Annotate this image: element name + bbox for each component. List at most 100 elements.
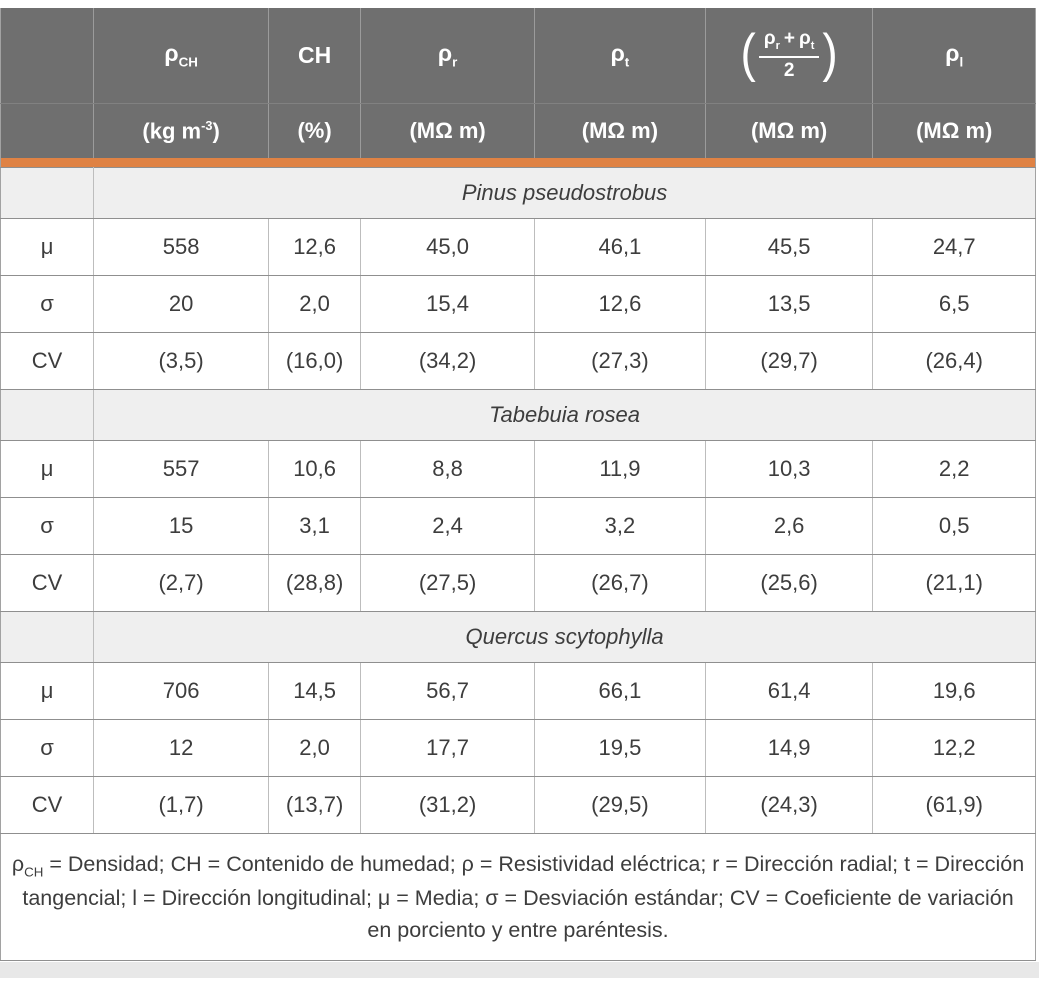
value-cell: 13,5 bbox=[704, 274, 874, 333]
value-cell: 46,1 bbox=[534, 217, 706, 276]
value-cell: 8,8 bbox=[360, 439, 536, 498]
symbol-rho: ρ bbox=[11, 851, 25, 876]
close-paren: ) bbox=[822, 23, 838, 83]
unit-kg-m3: (kg m-3) bbox=[93, 103, 270, 158]
unit-mohm-mean: (MΩ m) bbox=[704, 103, 874, 158]
value-cell: 66,1 bbox=[534, 661, 706, 720]
value-cell: (3,5) bbox=[93, 331, 270, 390]
fraction: ρr + ρt 2 bbox=[758, 27, 820, 82]
table-row: CV (3,5) (16,0) (34,2) (27,3) (29,7) (26,4) bbox=[0, 331, 1036, 390]
value-cell: 61,4 bbox=[704, 661, 874, 720]
unit-exponent: -3 bbox=[201, 117, 213, 133]
value-cell: (27,3) bbox=[534, 331, 706, 390]
footnote-text: = Densidad; CH = Contenido de humedad; ρ… bbox=[22, 851, 1025, 943]
col-header-ch: CH bbox=[268, 8, 362, 104]
value-cell: (29,5) bbox=[534, 775, 706, 834]
value-cell: (34,2) bbox=[360, 331, 536, 390]
symbol-ch: CH bbox=[297, 41, 332, 68]
value-cell: (25,6) bbox=[704, 553, 874, 612]
value-cell: 10,6 bbox=[268, 439, 362, 498]
col-header-rho-t: ρt bbox=[534, 8, 706, 104]
value-cell: 45,5 bbox=[704, 217, 874, 276]
value-cell: 2,0 bbox=[268, 718, 362, 777]
unit-text: (kg m bbox=[142, 117, 202, 143]
value-cell: 15 bbox=[93, 496, 270, 555]
header-units-row: (kg m-3) (%) (MΩ m) (MΩ m) (MΩ m) (MΩ m) bbox=[0, 103, 1036, 158]
value-cell: 11,9 bbox=[534, 439, 706, 498]
symbol-rho: ρ bbox=[798, 27, 811, 49]
value-cell: 45,0 bbox=[360, 217, 536, 276]
stat-label: σ bbox=[0, 496, 95, 555]
species-name: Quercus scytophylla bbox=[93, 610, 1036, 663]
value-cell: 56,7 bbox=[360, 661, 536, 720]
value-cell: 3,2 bbox=[534, 496, 706, 555]
stat-label: σ bbox=[0, 718, 95, 777]
stat-label: CV bbox=[0, 331, 95, 390]
value-cell: (26,4) bbox=[872, 331, 1036, 390]
col-header-rho-l: ρl bbox=[872, 8, 1036, 104]
value-cell: 706 bbox=[93, 661, 270, 720]
symbol-rho: ρ bbox=[610, 40, 625, 67]
unit-text: (MΩ m) bbox=[581, 117, 659, 143]
unit-text: (MΩ m) bbox=[750, 117, 828, 143]
section-corner-cell bbox=[0, 610, 95, 663]
table-row: μ 706 14,5 56,7 66,1 61,4 19,6 bbox=[0, 661, 1036, 720]
unit-mohm-r: (MΩ m) bbox=[360, 103, 536, 158]
symbol-sub-ch: CH bbox=[178, 55, 198, 71]
table-row: μ 557 10,6 8,8 11,9 10,3 2,2 bbox=[0, 439, 1036, 498]
stat-label: μ bbox=[0, 439, 95, 498]
value-cell: 12,6 bbox=[534, 274, 706, 333]
value-cell: 14,9 bbox=[704, 718, 874, 777]
stat-label: CV bbox=[0, 775, 95, 834]
table-row: μ 558 12,6 45,0 46,1 45,5 24,7 bbox=[0, 217, 1036, 276]
value-cell: (24,3) bbox=[704, 775, 874, 834]
col-header-rho-r: ρr bbox=[360, 8, 536, 104]
species-section-row: Pinus pseudostrobus bbox=[0, 166, 1036, 219]
value-cell: (28,8) bbox=[268, 553, 362, 612]
section-corner-cell bbox=[0, 166, 95, 219]
value-cell: 12 bbox=[93, 718, 270, 777]
value-cell: (16,0) bbox=[268, 331, 362, 390]
value-cell: (26,7) bbox=[534, 553, 706, 612]
section-corner-cell bbox=[0, 388, 95, 441]
unit-mohm-l: (MΩ m) bbox=[872, 103, 1036, 158]
symbol-rho: ρ bbox=[437, 40, 453, 67]
value-cell: 15,4 bbox=[360, 274, 536, 333]
resistivity-table: ρCH CH ρr ρt ( ρr + ρt 2 ) ρl bbox=[0, 8, 1036, 962]
species-section-row: Quercus scytophylla bbox=[0, 610, 1036, 663]
table-row: σ 15 3,1 2,4 3,2 2,6 0,5 bbox=[0, 496, 1036, 555]
footnote: ρCH = Densidad; CH = Contenido de humeda… bbox=[0, 832, 1036, 961]
symbol-rho: ρ bbox=[945, 40, 960, 67]
table-row: CV (1,7) (13,7) (31,2) (29,5) (24,3) (61,9) bbox=[0, 775, 1036, 834]
value-cell: 0,5 bbox=[872, 496, 1036, 555]
value-cell: 2,4 bbox=[360, 496, 536, 555]
table-footer: ρCH = Densidad; CH = Contenido de humeda… bbox=[0, 832, 1036, 961]
fraction-numerator: ρr + ρt bbox=[758, 27, 820, 58]
value-cell: 6,5 bbox=[872, 274, 1036, 333]
stat-label: μ bbox=[0, 661, 95, 720]
plus-sign: + bbox=[783, 27, 795, 49]
stat-label: σ bbox=[0, 274, 95, 333]
species-name: Pinus pseudostrobus bbox=[93, 166, 1036, 219]
value-cell: 2,2 bbox=[872, 439, 1036, 498]
species-name: Tabebuia rosea bbox=[93, 388, 1036, 441]
symbol-rho: ρ bbox=[763, 27, 776, 49]
symbol-sub-r: r bbox=[775, 39, 780, 52]
value-cell: (29,7) bbox=[704, 331, 874, 390]
value-cell: 19,6 bbox=[872, 661, 1036, 720]
value-cell: (1,7) bbox=[93, 775, 270, 834]
fraction-denominator: 2 bbox=[783, 59, 795, 81]
header-symbol-row: ρCH CH ρr ρt ( ρr + ρt 2 ) ρl bbox=[0, 8, 1036, 104]
mean-formula: ( ρr + ρt 2 ) bbox=[740, 23, 838, 83]
table-row: σ 12 2,0 17,7 19,5 14,9 12,2 bbox=[0, 718, 1036, 777]
value-cell: (61,9) bbox=[872, 775, 1036, 834]
stat-label: CV bbox=[0, 553, 95, 612]
value-cell: (27,5) bbox=[360, 553, 536, 612]
symbol-sub-r: r bbox=[452, 55, 458, 71]
value-cell: 20 bbox=[93, 274, 270, 333]
table-header: ρCH CH ρr ρt ( ρr + ρt 2 ) ρl bbox=[0, 8, 1036, 158]
table-body: Pinus pseudostrobus μ 558 12,6 45,0 46,1 45,5 2… bbox=[0, 158, 1036, 834]
value-cell: 3,1 bbox=[268, 496, 362, 555]
unit-mohm-t: (MΩ m) bbox=[534, 103, 706, 158]
